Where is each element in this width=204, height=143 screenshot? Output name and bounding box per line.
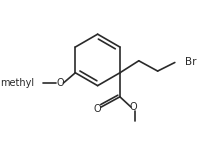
Text: O: O [130,102,137,112]
Text: O: O [94,104,101,114]
Text: Br: Br [185,57,197,67]
Text: O: O [56,78,64,88]
Text: methyl: methyl [0,78,34,88]
